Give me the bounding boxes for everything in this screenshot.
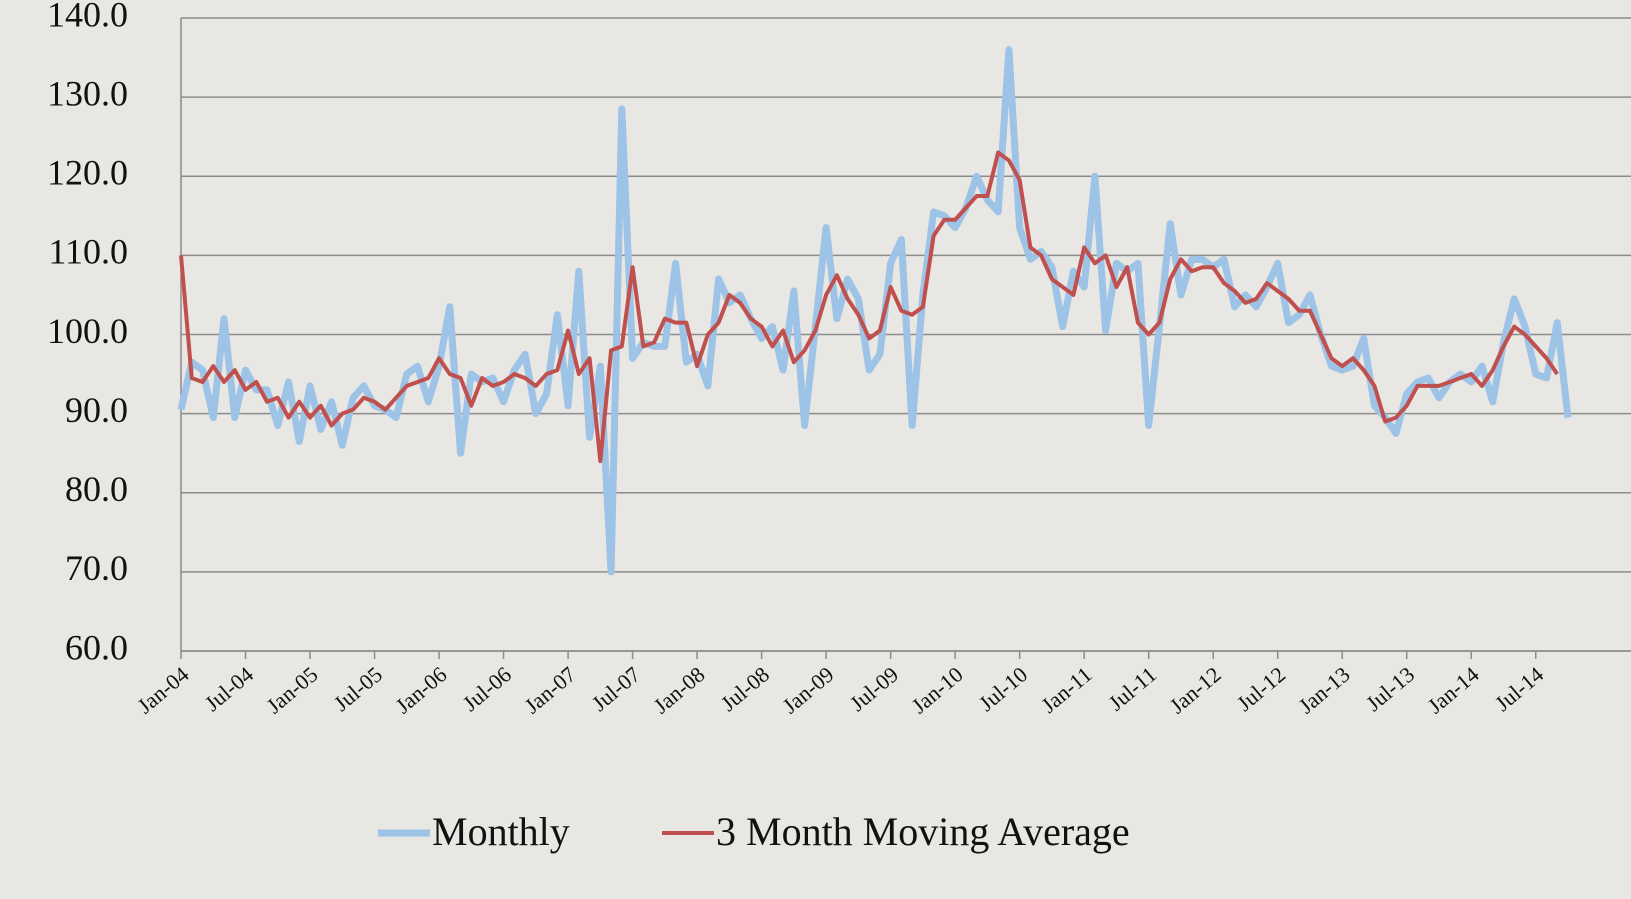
x-tick-label: Jul-13 [1361, 662, 1419, 717]
x-tick-label: Jul-06 [458, 662, 516, 717]
x-tick-label: Jul-08 [716, 662, 774, 717]
x-tick-label: Jan-09 [778, 662, 839, 719]
x-tick-label: Jan-12 [1165, 662, 1226, 719]
y-tick-label: 130.0 [47, 73, 128, 113]
x-tick-label: Jul-04 [200, 662, 258, 717]
x-tick-label: Jul-14 [1490, 662, 1548, 717]
legend-label: 3 Month Moving Average [716, 809, 1130, 854]
x-tick-label: Jul-07 [587, 662, 645, 717]
y-tick-label: 120.0 [47, 153, 128, 193]
x-tick-label: Jan-07 [520, 662, 581, 719]
x-tick-label: Jan-04 [132, 662, 193, 719]
x-tick-label: Jul-09 [845, 662, 903, 717]
x-tick-label: Jan-14 [1423, 662, 1484, 719]
y-tick-label: 70.0 [65, 548, 128, 588]
y-tick-label: 100.0 [47, 311, 128, 351]
y-tick-label: 140.0 [47, 0, 128, 34]
legend-label: Monthly [432, 809, 570, 854]
series-line [179, 150, 1559, 464]
x-tick-label: Jul-10 [974, 662, 1032, 717]
x-tick-label: Jan-06 [391, 662, 452, 719]
x-tick-label: Jan-05 [261, 662, 322, 719]
y-tick-label: 60.0 [65, 627, 128, 667]
y-tick-label: 110.0 [48, 232, 128, 272]
series-line [177, 46, 1572, 576]
x-tick-label: Jul-12 [1232, 662, 1290, 717]
x-tick-label: Jan-10 [907, 662, 968, 719]
y-tick-label: 90.0 [65, 390, 128, 430]
x-tick-label: Jan-08 [649, 662, 710, 719]
x-tick-label: Jan-13 [1294, 662, 1355, 719]
x-tick-label: Jul-05 [329, 662, 387, 717]
y-tick-label: 80.0 [65, 469, 128, 509]
x-tick-label: Jul-11 [1104, 662, 1162, 716]
x-tick-label: Jan-11 [1036, 662, 1096, 718]
